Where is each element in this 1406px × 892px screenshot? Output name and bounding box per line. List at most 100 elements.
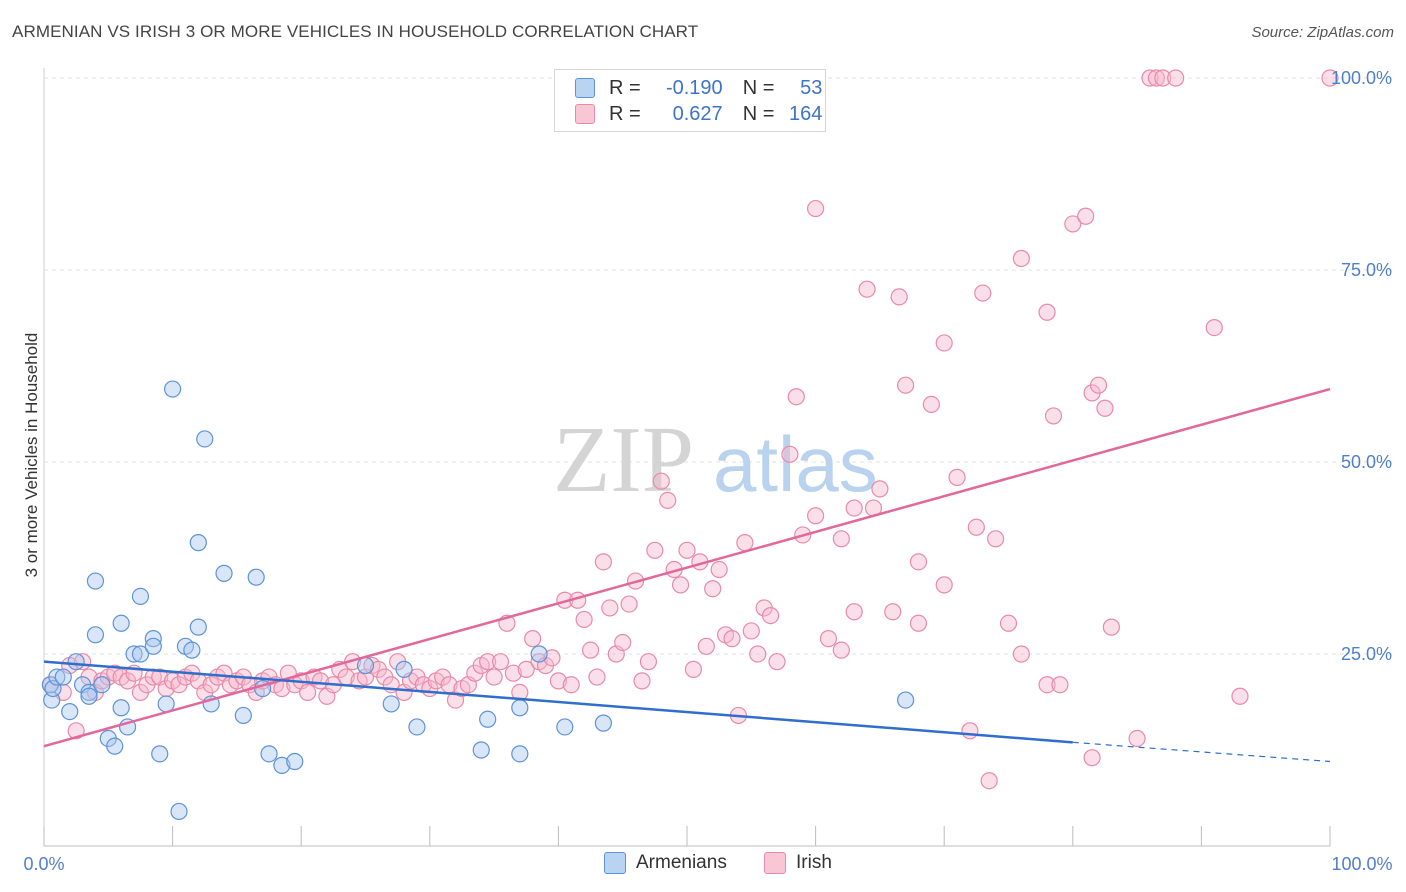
armenian-point: [511, 745, 529, 763]
irish-swatch: [575, 104, 595, 124]
irish-point: [980, 772, 998, 790]
armenians-swatch: [575, 78, 595, 98]
armenian-point: [144, 637, 162, 655]
watermark-zip: ZIP: [553, 408, 694, 512]
irish-point: [575, 610, 593, 629]
irish-point: [909, 553, 928, 571]
n-label: N =: [742, 102, 775, 125]
irish-point: [549, 672, 568, 690]
irish-point: [588, 668, 606, 686]
irish-point: [524, 630, 542, 648]
irish-point: [871, 480, 889, 498]
irish-point: [1012, 645, 1030, 663]
armenian-point: [382, 695, 400, 713]
irish-point: [1102, 618, 1120, 636]
irish-legend-label: Irish: [796, 852, 832, 873]
armenian-point: [408, 718, 426, 736]
armenian-point: [125, 645, 143, 663]
y-tick-label: 50.0%: [1341, 452, 1392, 472]
irish-point: [742, 622, 760, 640]
irish-point: [987, 530, 1005, 548]
irish-point: [671, 576, 690, 594]
irish-r-value: 0.627: [672, 102, 723, 125]
armenian-point: [196, 430, 214, 448]
irish-point: [858, 280, 876, 298]
irish-point: [678, 541, 696, 559]
irish-point: [479, 653, 497, 671]
r-label: R =: [609, 76, 641, 99]
watermark: ZIP atlas: [553, 408, 878, 512]
irish-point: [806, 199, 825, 218]
armenian-point: [86, 572, 105, 590]
irish-point: [768, 653, 786, 671]
irish-point: [890, 288, 908, 306]
irish-point: [299, 683, 317, 702]
irish-point: [684, 660, 703, 678]
irish-point: [543, 649, 561, 667]
irish-point: [845, 603, 863, 621]
armenian-point: [897, 691, 915, 709]
irish-point: [1205, 319, 1223, 337]
irish-point: [1141, 69, 1159, 87]
x-tick-label-min: 0.0%: [23, 854, 64, 874]
bottom-legend-armenians: Armenians: [604, 852, 727, 874]
armenian-point: [48, 668, 66, 686]
armenian-point: [260, 745, 278, 763]
irish-point: [485, 668, 503, 686]
armenian-point: [112, 614, 130, 632]
irish-point: [1154, 69, 1172, 87]
irish-point: [974, 284, 992, 302]
irish-point: [749, 645, 767, 663]
armenian-point: [112, 699, 130, 717]
irish-point: [581, 641, 600, 659]
irish-point: [806, 507, 825, 525]
irish-point: [562, 676, 580, 694]
irish-point: [1044, 407, 1063, 425]
irish-point: [884, 603, 902, 621]
irish-point: [633, 672, 651, 690]
armenian-point: [164, 380, 182, 398]
armenian-point: [215, 564, 233, 582]
irish-point: [1038, 676, 1056, 694]
armenian-point: [131, 645, 150, 663]
irish-point: [710, 560, 728, 579]
irish-point: [1147, 69, 1165, 87]
tick-labels: 25.0% 50.0% 75.0% 100.0% 0.0% 100.0%: [23, 68, 1392, 874]
armenian-point: [479, 710, 497, 728]
irish-point: [1012, 249, 1030, 268]
armenian-point: [80, 687, 98, 705]
armenian-point: [131, 587, 150, 606]
armenian-point: [472, 741, 490, 759]
armenians-n-value: 53: [800, 76, 823, 99]
legend-row-armenians: R = -0.190 N = 53: [575, 76, 822, 100]
irish-point: [601, 599, 619, 617]
irish-point: [1051, 676, 1069, 694]
irish-point: [935, 334, 953, 352]
irish-point: [999, 614, 1018, 632]
armenian-point: [86, 626, 105, 644]
irish-point: [614, 633, 632, 652]
watermark-atlas: atlas: [713, 420, 878, 508]
irish-point: [704, 580, 722, 598]
armenian-point: [273, 756, 291, 774]
irish-point: [961, 722, 979, 740]
irish-point: [1077, 207, 1095, 225]
bottom-legend-irish: Irish: [764, 852, 832, 874]
irish-point: [652, 472, 670, 490]
armenian-point: [61, 702, 79, 721]
irish-point: [1128, 729, 1146, 748]
irish-point: [781, 445, 799, 463]
irish-point: [646, 541, 664, 559]
irish-point: [1064, 215, 1082, 233]
irish-point: [1083, 749, 1101, 767]
trend-lines: [43, 387, 1331, 763]
armenian-point: [93, 676, 111, 694]
n-label: N =: [742, 76, 775, 99]
irish-point: [787, 388, 805, 406]
armenians-r-value: -0.190: [665, 76, 723, 99]
armenian-point: [170, 802, 188, 821]
irish-point: [736, 534, 754, 552]
irish-point: [832, 641, 850, 659]
legend-row-irish: R = 0.627 N = 164: [575, 102, 822, 126]
armenian-point: [151, 745, 169, 763]
